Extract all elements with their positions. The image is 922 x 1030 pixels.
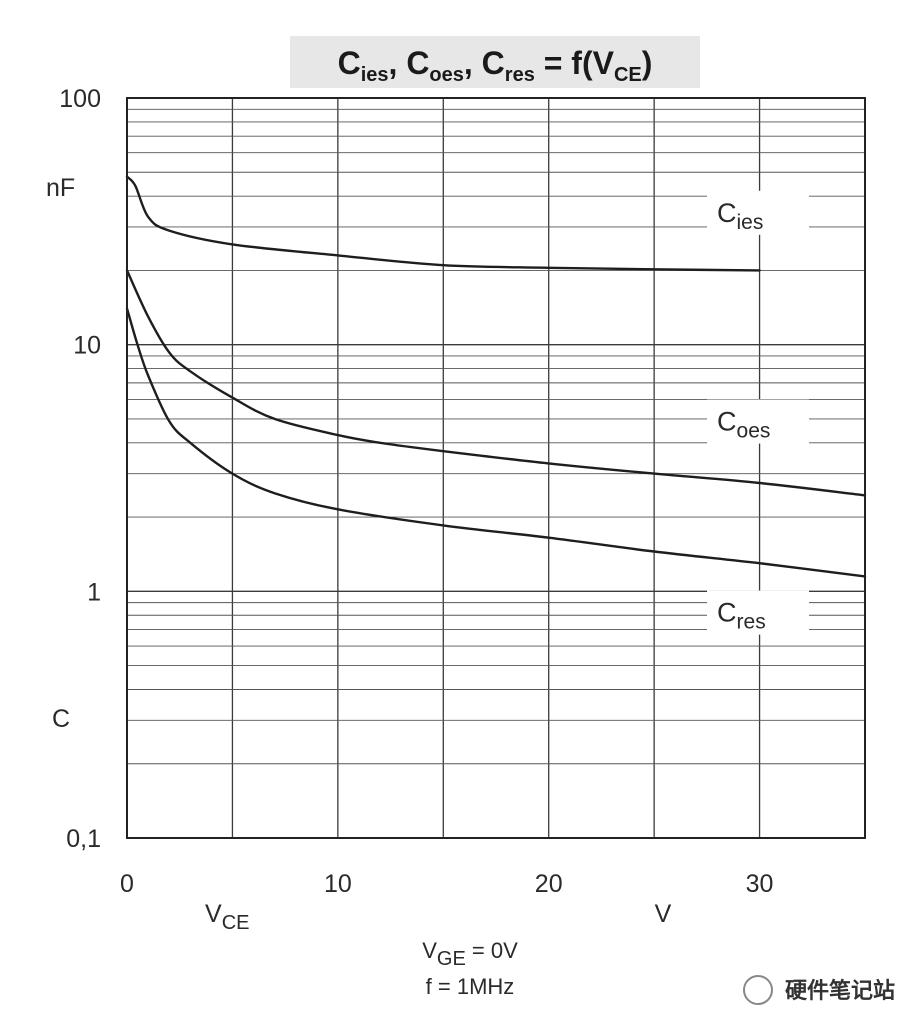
y-unit-label: nF (46, 174, 75, 202)
series-line-coes (125, 269, 867, 497)
x-tick-label: 0 (120, 870, 134, 898)
y-tick-label: 100 (59, 85, 101, 113)
x-tick-label: 10 (324, 870, 352, 898)
x-tick-label: 30 (746, 870, 774, 898)
series-line-cies (125, 175, 761, 272)
series-label-backdrop (707, 190, 810, 235)
condition-line: VGE​ = 0V (422, 938, 518, 970)
y-tick-label: 10 (73, 332, 101, 360)
series-labels: Cies​ Coes​ Cres​ (707, 190, 810, 635)
series-label-backdrop (707, 399, 810, 444)
y-tick-label: 1 (87, 578, 101, 606)
series-label-backdrop (707, 590, 810, 635)
title-background (290, 36, 700, 88)
axis-labels: nF C VCE​ V (46, 174, 672, 934)
chart-title: Cies​, Coes​, Cres​ = f(VCE​) (290, 36, 700, 88)
watermark: 硬件笔记站 (743, 975, 895, 1005)
plot-frame (126, 97, 866, 839)
y-tick-label: 0,1 (66, 825, 101, 853)
tick-labels: 0 10 20 30 100 10 1 0,1 (59, 85, 773, 898)
conditions-note: VGE​ = 0V f = 1MHz (422, 938, 518, 999)
watermark-text: 硬件笔记站 (785, 978, 895, 1004)
y-axis-label: C (52, 705, 70, 733)
series-label-cres: Cres​ (717, 598, 766, 634)
series-curves (125, 175, 867, 578)
title-text: Cies​, Coes​, Cres​ = f(VCE​) (338, 45, 653, 86)
condition-line: f = 1MHz (426, 974, 515, 999)
x-axis-label: VCE​ (205, 900, 249, 934)
x-tick-label: 20 (535, 870, 563, 898)
x-unit-label: V (655, 900, 672, 928)
wechat-icon (743, 975, 773, 1005)
series-label-coes: Coes​ (717, 407, 770, 443)
series-line-cres (125, 307, 867, 578)
series-label-cies: Cies​ (717, 198, 763, 234)
